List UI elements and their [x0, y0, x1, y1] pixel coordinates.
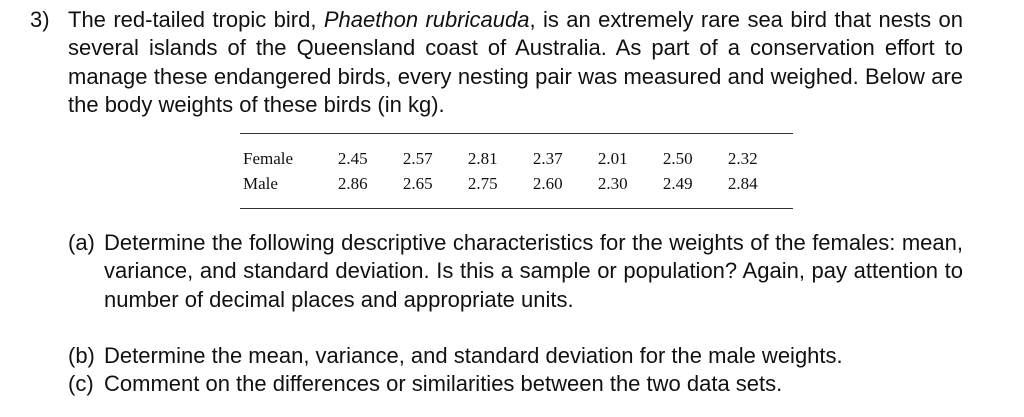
table-row: Male 2.86 2.65 2.75 2.60 2.30 2.49 2.84 — [240, 171, 793, 196]
species-name: Phaethon rubricauda — [323, 7, 530, 32]
problem-intro: The red-tailed tropic bird, Phaethon rub… — [68, 6, 963, 119]
cell: 2.81 — [467, 148, 498, 168]
part-text: Comment on the differences or similariti… — [104, 371, 783, 396]
part-text: Determine the mean, variance, and standa… — [104, 343, 843, 368]
cell: 2.57 — [402, 148, 433, 168]
cell: 2.60 — [532, 173, 563, 193]
row-header: Male — [243, 173, 278, 193]
part-label: (c) — [68, 371, 94, 396]
cell: 2.75 — [467, 173, 498, 193]
data-table: Female 2.45 2.57 2.81 2.37 2.01 2.50 2.32 Male 2.… — [240, 133, 793, 209]
table-row: Female 2.45 2.57 2.81 2.37 2.01 2.50 2.32 — [240, 146, 793, 171]
part-label: (b) — [68, 343, 95, 368]
cell: 2.49 — [662, 173, 693, 193]
cell: 2.32 — [727, 148, 758, 168]
intro-text: , is an extremely rare sea bird that nes… — [68, 7, 963, 117]
intro-text: The red-tailed tropic bird, — [68, 7, 324, 32]
cell: 2.86 — [337, 173, 368, 193]
cell: 2.65 — [402, 173, 433, 193]
cell: 2.30 — [597, 173, 628, 193]
cell: 2.45 — [337, 148, 368, 168]
part: (c) Comment on the differences or similar… — [68, 370, 963, 398]
row-header: Female — [243, 148, 294, 168]
part: (b) Determine the mean, variance, and sta… — [68, 342, 963, 370]
part-label: (a) — [68, 230, 95, 255]
cell: 2.37 — [532, 148, 563, 168]
problem-number: 3) — [30, 7, 50, 32]
cell: 2.50 — [662, 148, 693, 168]
table-body: Female 2.45 2.57 2.81 2.37 2.01 2.50 2.32 Male 2.… — [240, 146, 793, 196]
cell: 2.01 — [597, 148, 628, 168]
part-text: Determine the following descriptive char… — [104, 230, 963, 312]
cell: 2.84 — [727, 173, 758, 193]
table: Female 2.45 2.57 2.81 2.37 2.01 2.50 2.32 Male 2.… — [240, 146, 793, 196]
part: (a) Determine the following descriptive c… — [68, 229, 963, 314]
